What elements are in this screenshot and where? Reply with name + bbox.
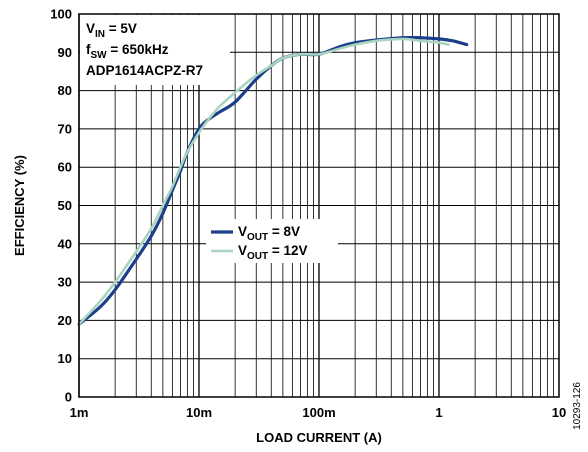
- legend-label: VOUT = 8V: [238, 224, 300, 243]
- series-lines: [77, 35, 469, 326]
- y-tick-label: 70: [58, 121, 72, 136]
- y-tick-label: 30: [58, 275, 72, 290]
- y-tick-label: 60: [58, 160, 72, 175]
- y-tick-label: 100: [50, 7, 72, 22]
- x-tick-label: 100m: [302, 405, 335, 420]
- y-axis-label: EFFICIENCY (%): [12, 155, 27, 256]
- x-tick-label: 1m: [70, 405, 89, 420]
- y-tick-label: 40: [58, 236, 72, 251]
- tick-labels: 0 10 20 30 40 50 60 70 80 90 100 1m 10m 100m 1 10: [50, 7, 566, 421]
- x-axis-label: LOAD CURRENT (A): [256, 430, 382, 445]
- y-tick-label: 10: [58, 351, 72, 366]
- y-tick-label: 0: [65, 390, 72, 405]
- y-tick-label: 80: [58, 83, 72, 98]
- y-tick-label: 20: [58, 313, 72, 328]
- series-line-12v: [77, 37, 450, 326]
- condition-line: VIN = 5V: [86, 21, 137, 40]
- conditions-text: VIN = 5V fSW = 650kHz ADP1614ACPZ-R7: [86, 21, 203, 78]
- x-tick-label: 10: [552, 405, 566, 420]
- condition-line: ADP1614ACPZ-R7: [86, 63, 203, 78]
- x-tick-label: 10m: [186, 405, 212, 420]
- legend-label: VOUT = 12V: [238, 243, 308, 262]
- plot-frame: [78, 13, 560, 398]
- figure-id: 10293-126: [572, 382, 583, 430]
- y-tick-label: 90: [58, 45, 72, 60]
- condition-line: fSW = 650kHz: [86, 42, 169, 61]
- legend-box: [206, 219, 338, 263]
- conditions-box: [80, 15, 230, 85]
- y-tick-label: 50: [58, 198, 72, 213]
- x-tick-label: 1: [435, 405, 442, 420]
